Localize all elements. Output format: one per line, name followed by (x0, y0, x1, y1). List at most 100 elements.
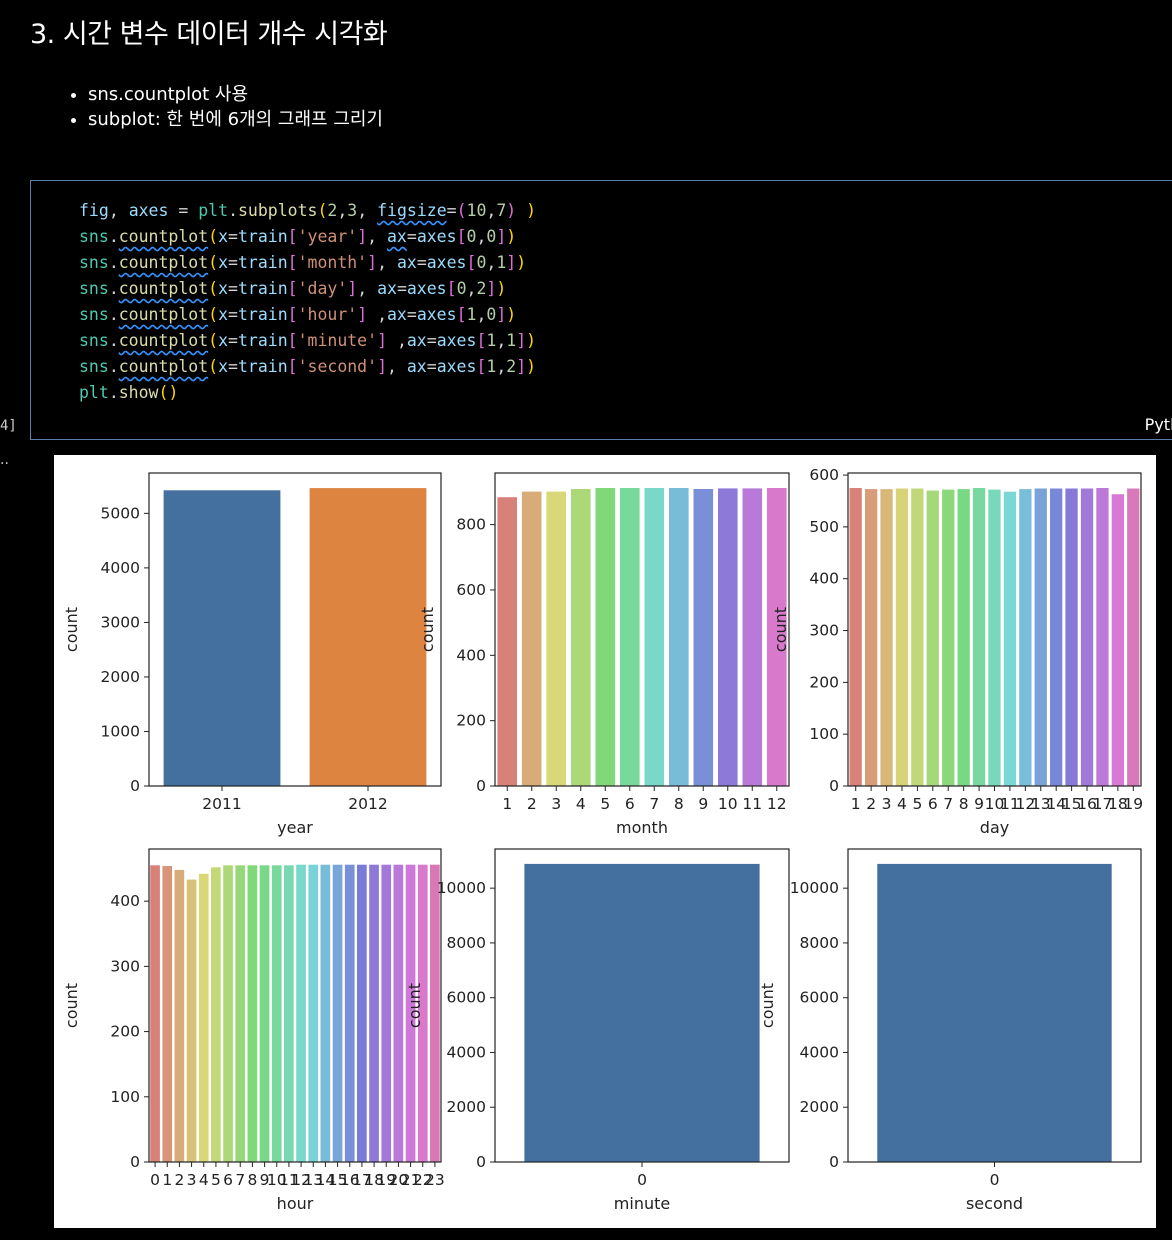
axes-frame-month (494, 472, 790, 787)
xtick-label: 5 (912, 795, 922, 813)
bar-month-12 (767, 488, 787, 786)
xtick-label: 4 (576, 795, 586, 813)
bar-month-6 (620, 488, 640, 786)
bar-hour-11 (284, 865, 294, 1162)
xtick-label: 10 (985, 795, 1005, 813)
bar-month-1 (497, 497, 517, 786)
xtick-label: 8 (247, 1171, 257, 1189)
x-axis-label: hour (277, 1194, 314, 1213)
xtick-label: 2011 (202, 795, 241, 813)
execution-count: 4] (0, 418, 17, 434)
ytick-label: 400 (809, 570, 839, 588)
bar-month-9 (693, 489, 714, 786)
xtick-label: 8 (959, 795, 969, 813)
xtick-label: 19 (376, 1171, 396, 1189)
bar-month-5 (595, 488, 616, 786)
ytick-label: 200 (456, 712, 486, 730)
ytick-label: 1000 (101, 722, 140, 740)
xtick-label: 3 (187, 1171, 197, 1189)
ytick-label: 400 (110, 892, 140, 910)
y-axis-label: count (758, 983, 777, 1028)
bar-hour-23 (430, 864, 440, 1162)
axes-frame-year (148, 472, 442, 787)
bar-hour-4 (198, 873, 209, 1162)
language-label[interactable]: Pytho (1144, 415, 1172, 434)
xtick-label: 14 (316, 1171, 336, 1189)
output-toggle[interactable]: ·· (0, 456, 9, 472)
xtick-label: 17 (1093, 795, 1113, 813)
bar-day-8 (957, 489, 970, 786)
ytick-label: 2000 (101, 668, 140, 686)
xtick-label: 9 (698, 795, 708, 813)
ytick-label: 2000 (800, 1098, 839, 1116)
bar-day-17 (1096, 488, 1109, 786)
xtick-label: 10 (267, 1171, 287, 1189)
xtick-label: 7 (649, 795, 659, 813)
ytick-label: 0 (476, 1153, 486, 1171)
xtick-label: 18 (1108, 795, 1128, 813)
xtick-label: 12 (767, 795, 787, 813)
code-editor[interactable]: fig, axes = plt.subplots(2,3, figsize=(1… (79, 201, 537, 402)
xtick-label: 2 (866, 795, 876, 813)
xtick-label: 21 (401, 1171, 421, 1189)
bar-day-9 (972, 488, 986, 786)
bar-hour-9 (259, 865, 270, 1162)
xtick-label: 9 (974, 795, 984, 813)
ytick-label: 4000 (101, 559, 140, 577)
xtick-label: 16 (1077, 795, 1097, 813)
plot-output: 0 1000 2000 3000 4000 5000 2011 2012 year count 0 2… (54, 455, 1156, 1228)
xtick-label: 8 (674, 795, 684, 813)
bar-day-19 (1127, 488, 1140, 786)
axes-frame-hour (148, 848, 442, 1163)
x-axis-label: day (980, 818, 1009, 837)
bar-minute-0 (524, 863, 760, 1162)
y-axis-label: count (62, 983, 81, 1028)
xtick-label: 3 (882, 795, 892, 813)
xtick-label: 3 (551, 795, 561, 813)
xtick-label: 0 (150, 1171, 160, 1189)
ytick-label: 500 (809, 518, 839, 536)
bar-hour-19 (381, 864, 392, 1162)
bar-hour-10 (271, 865, 282, 1162)
xtick-label: 6 (223, 1171, 233, 1189)
ytick-label: 100 (110, 1088, 140, 1106)
bar-hour-1 (162, 866, 173, 1162)
bar-hour-13 (308, 864, 319, 1162)
bar-month-7 (644, 488, 665, 786)
bar-day-13 (1034, 488, 1047, 786)
y-axis-label: count (418, 607, 437, 652)
ytick-label: 0 (829, 1153, 839, 1171)
xtick-label: 17 (352, 1171, 372, 1189)
ytick-label: 8000 (447, 934, 486, 952)
bar-hour-18 (369, 864, 379, 1162)
bar-hour-20 (393, 864, 404, 1162)
section-title: 3. 시간 변수 데이터 개수 시각화 (30, 19, 388, 50)
bar-month-11 (742, 488, 763, 786)
bar-day-1 (849, 488, 862, 786)
xtick-label: 22 (413, 1171, 433, 1189)
ytick-label: 3000 (101, 613, 140, 631)
y-axis-label: count (62, 607, 81, 652)
xtick-label: 15 (328, 1171, 348, 1189)
bar-day-7 (942, 489, 955, 786)
xtick-label: 16 (340, 1171, 360, 1189)
xtick-label: 6 (625, 795, 635, 813)
ytick-label: 100 (809, 725, 839, 743)
bar-month-4 (571, 489, 591, 786)
bar-day-3 (880, 489, 893, 786)
bar-day-11 (1003, 491, 1017, 786)
ytick-label: 300 (809, 622, 839, 640)
bar-second-0 (877, 863, 1112, 1162)
xtick-label: 7 (235, 1171, 245, 1189)
xtick-label: 12 (291, 1171, 311, 1189)
bar-day-15 (1065, 488, 1078, 786)
bar-hour-17 (357, 864, 367, 1162)
xtick-label: 18 (364, 1171, 384, 1189)
bar-day-14 (1050, 488, 1063, 786)
code-cell[interactable]: fig, axes = plt.subplots(2,3, figsize=(1… (30, 180, 1172, 440)
bar-hour-15 (332, 864, 343, 1162)
xtick-label: 9 (260, 1171, 270, 1189)
xtick-label: 15 (1062, 795, 1082, 813)
ytick-label: 0 (130, 1153, 140, 1171)
